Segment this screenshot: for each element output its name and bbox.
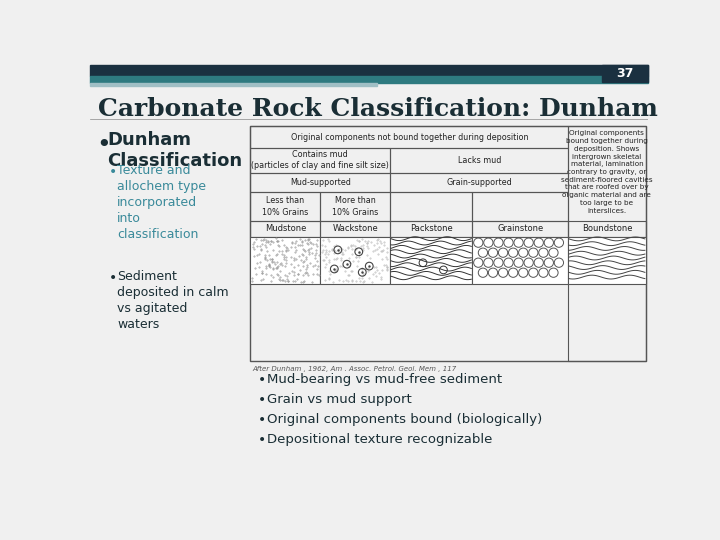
Bar <box>90 76 648 83</box>
Bar <box>601 65 648 82</box>
Bar <box>90 65 648 76</box>
Bar <box>320 237 390 284</box>
Bar <box>390 221 472 237</box>
Text: Original components
bound together during
deposition. Shows
intergrown skeletal
: Original components bound together durin… <box>561 130 653 214</box>
Bar <box>251 237 320 284</box>
Text: More than
10% Grains: More than 10% Grains <box>332 197 379 217</box>
Bar <box>251 192 320 221</box>
Text: Less than
10% Grains: Less than 10% Grains <box>262 197 308 217</box>
Text: Contains mud
(particles of clay and fine silt size): Contains mud (particles of clay and fine… <box>251 150 390 170</box>
Text: Packstone: Packstone <box>410 224 453 233</box>
Text: Mudstone: Mudstone <box>265 224 306 233</box>
Text: Grainstone: Grainstone <box>497 224 544 233</box>
Text: Grain-supported: Grain-supported <box>446 178 512 187</box>
Text: After Dunham , 1962, Am . Assoc. Petrol. Geol. Mem , 117: After Dunham , 1962, Am . Assoc. Petrol.… <box>252 366 456 372</box>
Bar <box>390 237 472 284</box>
Bar <box>472 221 568 237</box>
Text: Original components bound (biologically): Original components bound (biologically) <box>267 413 543 426</box>
Bar <box>472 192 568 221</box>
Text: Lacks mud: Lacks mud <box>457 156 501 165</box>
Text: •: • <box>109 165 117 179</box>
Bar <box>568 126 646 361</box>
Text: Dunham
Classification: Dunham Classification <box>107 131 242 170</box>
Text: 37: 37 <box>616 67 634 80</box>
Text: Mud-bearing vs mud-free sediment: Mud-bearing vs mud-free sediment <box>267 373 503 386</box>
Text: Boundstone: Boundstone <box>582 224 632 233</box>
Text: Depositional texture recognizable: Depositional texture recognizable <box>267 433 493 446</box>
Text: •: • <box>258 413 266 427</box>
Bar <box>390 173 568 192</box>
Text: Wackstone: Wackstone <box>333 224 378 233</box>
Text: Mud-supported: Mud-supported <box>290 178 351 187</box>
Text: •: • <box>258 373 266 387</box>
Text: Sediment
deposited in calm
vs agitated
waters: Sediment deposited in calm vs agitated w… <box>117 271 229 332</box>
Text: Original components not bound together during deposition: Original components not bound together d… <box>291 133 528 141</box>
Text: •: • <box>258 433 266 447</box>
Bar <box>390 148 568 173</box>
Text: Grain vs mud support: Grain vs mud support <box>267 393 413 406</box>
Bar <box>251 126 568 148</box>
Text: •: • <box>109 271 117 285</box>
Bar <box>390 192 472 221</box>
Bar <box>568 221 646 237</box>
Bar <box>472 237 568 284</box>
Text: •: • <box>96 132 111 157</box>
Text: •: • <box>258 393 266 407</box>
Bar <box>320 192 390 221</box>
Bar <box>251 173 390 192</box>
Bar <box>251 148 390 173</box>
Bar <box>251 221 320 237</box>
Text: Carbonate Rock Classification: Dunham: Carbonate Rock Classification: Dunham <box>98 97 657 120</box>
Bar <box>320 221 390 237</box>
Bar <box>90 83 377 85</box>
Bar <box>251 126 646 361</box>
Text: Texture and
allochem type
incorporated
into
classification: Texture and allochem type incorporated i… <box>117 164 206 241</box>
Bar <box>568 237 646 284</box>
